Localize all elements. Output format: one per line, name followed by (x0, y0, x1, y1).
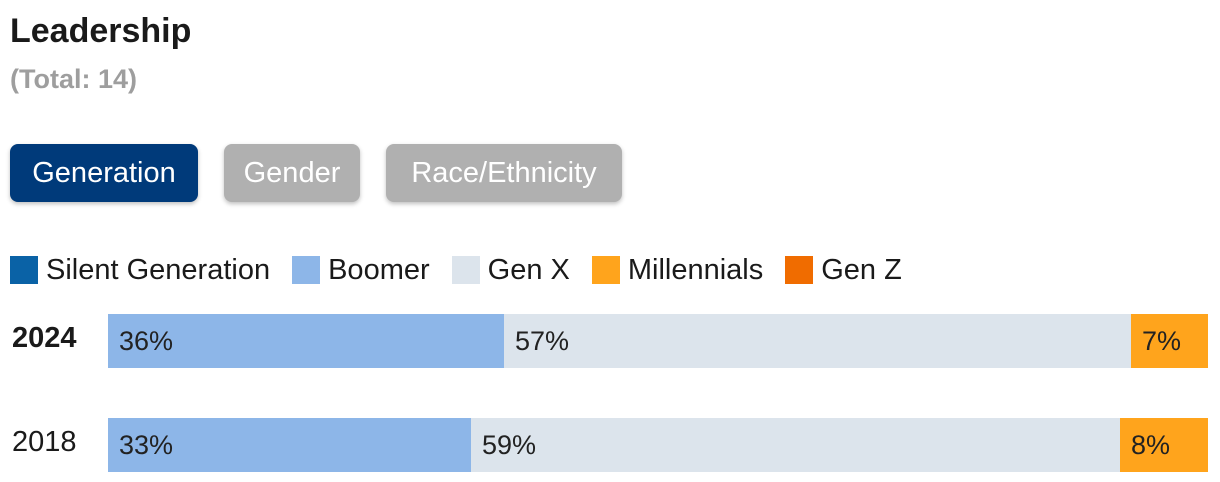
legend-item-silent-generation: Silent Generation (10, 254, 270, 287)
bar-segment-millennials-2024: 7% (1131, 314, 1208, 368)
tab-gender[interactable]: Gender (224, 144, 360, 202)
total-count: (Total: 14) (10, 64, 137, 94)
legend-label-millennials: Millennials (627, 253, 764, 286)
chart-legend: Silent Generation Boomer Gen X Millennia… (10, 250, 924, 290)
data-label-gen-x-2018: 59% (482, 429, 537, 460)
legend-label-gen-x: Gen X (487, 253, 570, 286)
page-title: Leadership (10, 12, 192, 50)
legend-swatch-gen-z (785, 256, 814, 284)
bar-segment-gen-x-2024: 57% (504, 314, 1131, 368)
data-label-gen-x-2024: 57% (515, 325, 570, 356)
row-label-2018: 2018 (12, 426, 77, 458)
data-label-millennials-2018: 8% (1131, 429, 1171, 460)
legend-swatch-gen-x (451, 256, 480, 284)
bar-segment-millennials-2018: 8% (1120, 418, 1208, 472)
legend-swatch-millennials (591, 256, 620, 284)
tab-race-ethnicity[interactable]: Race/Ethnicity (386, 144, 622, 202)
legend-swatch-silent-generation (10, 256, 38, 284)
legend-item-boomer: Boomer (292, 254, 430, 287)
stacked-bar-2024: 36% 57% 7% (108, 314, 1208, 368)
legend-label-gen-z: Gen Z (821, 253, 902, 286)
legend-item-gen-z: Gen Z (785, 254, 902, 287)
legend-item-gen-x: Gen X (451, 253, 570, 287)
data-label-millennials-2024: 7% (1142, 325, 1182, 356)
bar-segment-boomer-2018: 33% (108, 418, 471, 472)
data-label-boomer-2024: 36% (119, 325, 174, 356)
bar-segment-gen-x-2018: 59% (471, 418, 1120, 472)
tab-generation[interactable]: Generation (10, 144, 198, 202)
stacked-bar-2018: 33% 59% 8% (108, 418, 1208, 472)
row-label-2024: 2024 (12, 322, 77, 354)
legend-label-boomer: Boomer (328, 253, 430, 286)
bar-segment-boomer-2024: 36% (108, 314, 504, 368)
legend-item-millennials: Millennials (591, 253, 764, 287)
legend-swatch-boomer (292, 256, 321, 284)
legend-label-silent-generation: Silent Generation (46, 253, 271, 286)
data-label-boomer-2018: 33% (119, 429, 174, 460)
